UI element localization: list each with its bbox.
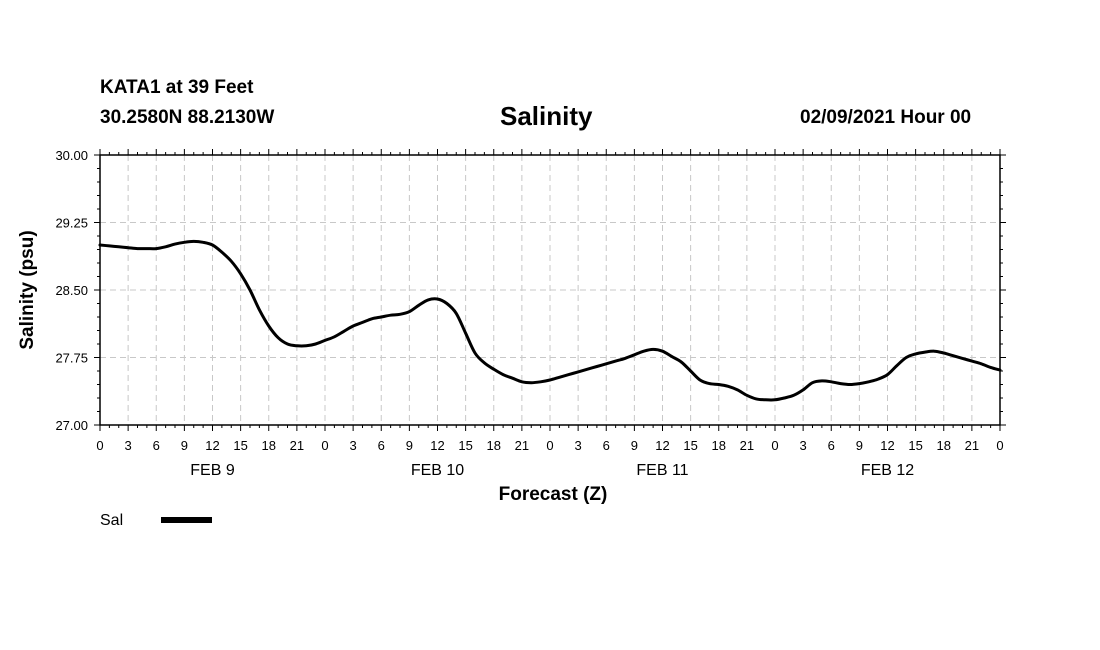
x-tick-label: 21 [740, 438, 754, 453]
x-tick-label: 12 [205, 438, 219, 453]
y-tick-labels: 27.00 27.75 28.50 29.25 30.00 [55, 148, 88, 433]
x-tick-label: 9 [856, 438, 863, 453]
station-coordinates: 30.2580N 88.2130W [100, 107, 275, 128]
chart-title: Salinity [500, 101, 593, 131]
day-labels: FEB 9 FEB 10 FEB 11 FEB 12 [190, 462, 914, 479]
x-tick-label: 15 [233, 438, 247, 453]
x-tick-label: 6 [603, 438, 610, 453]
station-name: KATA1 at 39 Feet [100, 77, 254, 98]
x-tick-label: 0 [771, 438, 778, 453]
x-tick-label: 18 [937, 438, 951, 453]
x-tick-label: 0 [996, 438, 1003, 453]
x-tick-label: 15 [683, 438, 697, 453]
x-tick-label: 6 [378, 438, 385, 453]
x-tick-label: 9 [406, 438, 413, 453]
x-tick-label: 6 [153, 438, 160, 453]
x-tick-label: 0 [546, 438, 553, 453]
day-label: FEB 10 [411, 462, 464, 479]
y-tick-label: 27.75 [55, 351, 88, 366]
y-tick-label: 27.00 [55, 418, 88, 433]
x-tick-label: 6 [828, 438, 835, 453]
day-label: FEB 11 [636, 462, 688, 479]
x-tick-label: 9 [181, 438, 188, 453]
y-tick-label: 30.00 [55, 148, 88, 163]
x-tick-label: 21 [965, 438, 979, 453]
x-tick-label: 3 [800, 438, 807, 453]
series-layer [98, 239, 1002, 402]
x-tick-label: 12 [430, 438, 444, 453]
x-tick-label: 3 [125, 438, 132, 453]
run-timestamp: 02/09/2021 Hour 00 [800, 107, 972, 128]
legend: Sal [100, 512, 212, 529]
y-axis-title: Salinity (psu) [17, 230, 38, 349]
x-tick-label: 18 [487, 438, 501, 453]
x-tick-label: 9 [631, 438, 638, 453]
x-tick-label: 12 [880, 438, 894, 453]
x-tick-label: 21 [515, 438, 529, 453]
x-axis-title: Forecast (Z) [499, 484, 608, 505]
day-label: FEB 9 [190, 462, 235, 479]
x-tick-label: 15 [908, 438, 922, 453]
x-tick-label: 18 [712, 438, 726, 453]
y-tick-label: 29.25 [55, 216, 88, 231]
plot-frame [99, 154, 1001, 426]
y-tick-label: 28.50 [55, 283, 88, 298]
x-tick-label: 3 [575, 438, 582, 453]
x-tick-label: 0 [96, 438, 103, 453]
x-tick-label: 0 [321, 438, 328, 453]
x-tick-label: 15 [458, 438, 472, 453]
grid [100, 155, 1000, 425]
day-label: FEB 12 [861, 462, 914, 479]
x-tick-label: 21 [290, 438, 304, 453]
x-tick-labels: 0 3 6 9 12 15 18 21 0 3 6 9 12 15 18 21 0 3 6 9 12 15 18 21 0 3 6 9… [96, 438, 1003, 453]
x-tick-label: 3 [350, 438, 357, 453]
x-tick-label: 12 [655, 438, 669, 453]
legend-label: Sal [100, 512, 123, 529]
series-line-sal [98, 239, 1002, 402]
x-tick-label: 18 [262, 438, 276, 453]
